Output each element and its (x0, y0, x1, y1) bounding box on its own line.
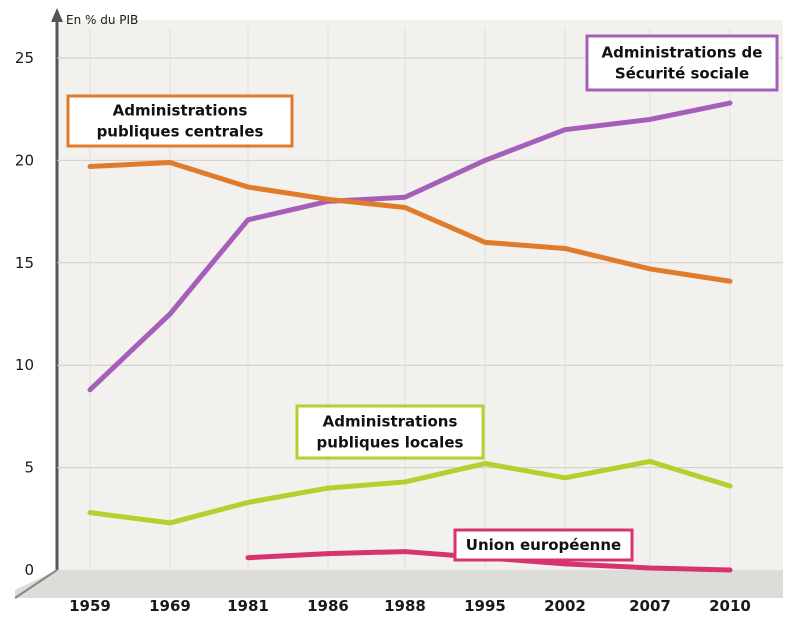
series-label-box-0 (585, 34, 779, 92)
y-tick-label: 20 (15, 151, 34, 169)
x-tick-label: 2010 (709, 597, 751, 615)
x-tick-label: 2002 (544, 597, 586, 615)
y-axis-arrow-icon (51, 8, 63, 22)
series-label-text: publiques locales (317, 434, 464, 452)
series-label-text: publiques centrales (97, 123, 264, 141)
series-label-text: Administrations (323, 413, 458, 431)
series-labels: Administrations de Sécurité sociale Admini… (66, 34, 779, 562)
x-tick-label: 1959 (69, 597, 111, 615)
y-axis-label: En % du PIB (66, 13, 138, 27)
y-tick-labels: 0 5 10 15 20 25 (15, 49, 34, 579)
plot-floor (15, 570, 783, 598)
x-tick-label: 1969 (149, 597, 191, 615)
series-label-text: Administrations (113, 102, 248, 120)
x-tick-label: 1988 (384, 597, 426, 615)
y-tick-label: 10 (15, 356, 34, 374)
series-lines (87, 100, 733, 573)
y-tick-label: 5 (24, 459, 34, 477)
series-label-box-2 (295, 404, 485, 460)
series-label-box-1 (66, 94, 294, 148)
series-line-1 (87, 159, 733, 284)
y-tick-label: 15 (15, 254, 34, 272)
x-tick-label: 2007 (629, 597, 671, 615)
series-label-text: Administrations de (602, 44, 763, 62)
x-tick-label: 1995 (464, 597, 506, 615)
y-axis-shadow (14, 569, 58, 599)
series-label-text: Sécurité sociale (615, 65, 749, 83)
x-tick-label: 1981 (227, 597, 269, 615)
series-line-0 (87, 100, 733, 393)
x-tick-label: 1986 (307, 597, 349, 615)
series-label-box-3 (453, 528, 634, 562)
y-tick-label: 0 (24, 561, 34, 579)
y-tick-label: 25 (15, 49, 34, 67)
series-label-text: Union européenne (466, 536, 621, 554)
series-line-2 (87, 458, 733, 526)
x-tick-labels: 1959 1969 1981 1986 1988 1995 2002 2007 2010 (69, 597, 751, 615)
